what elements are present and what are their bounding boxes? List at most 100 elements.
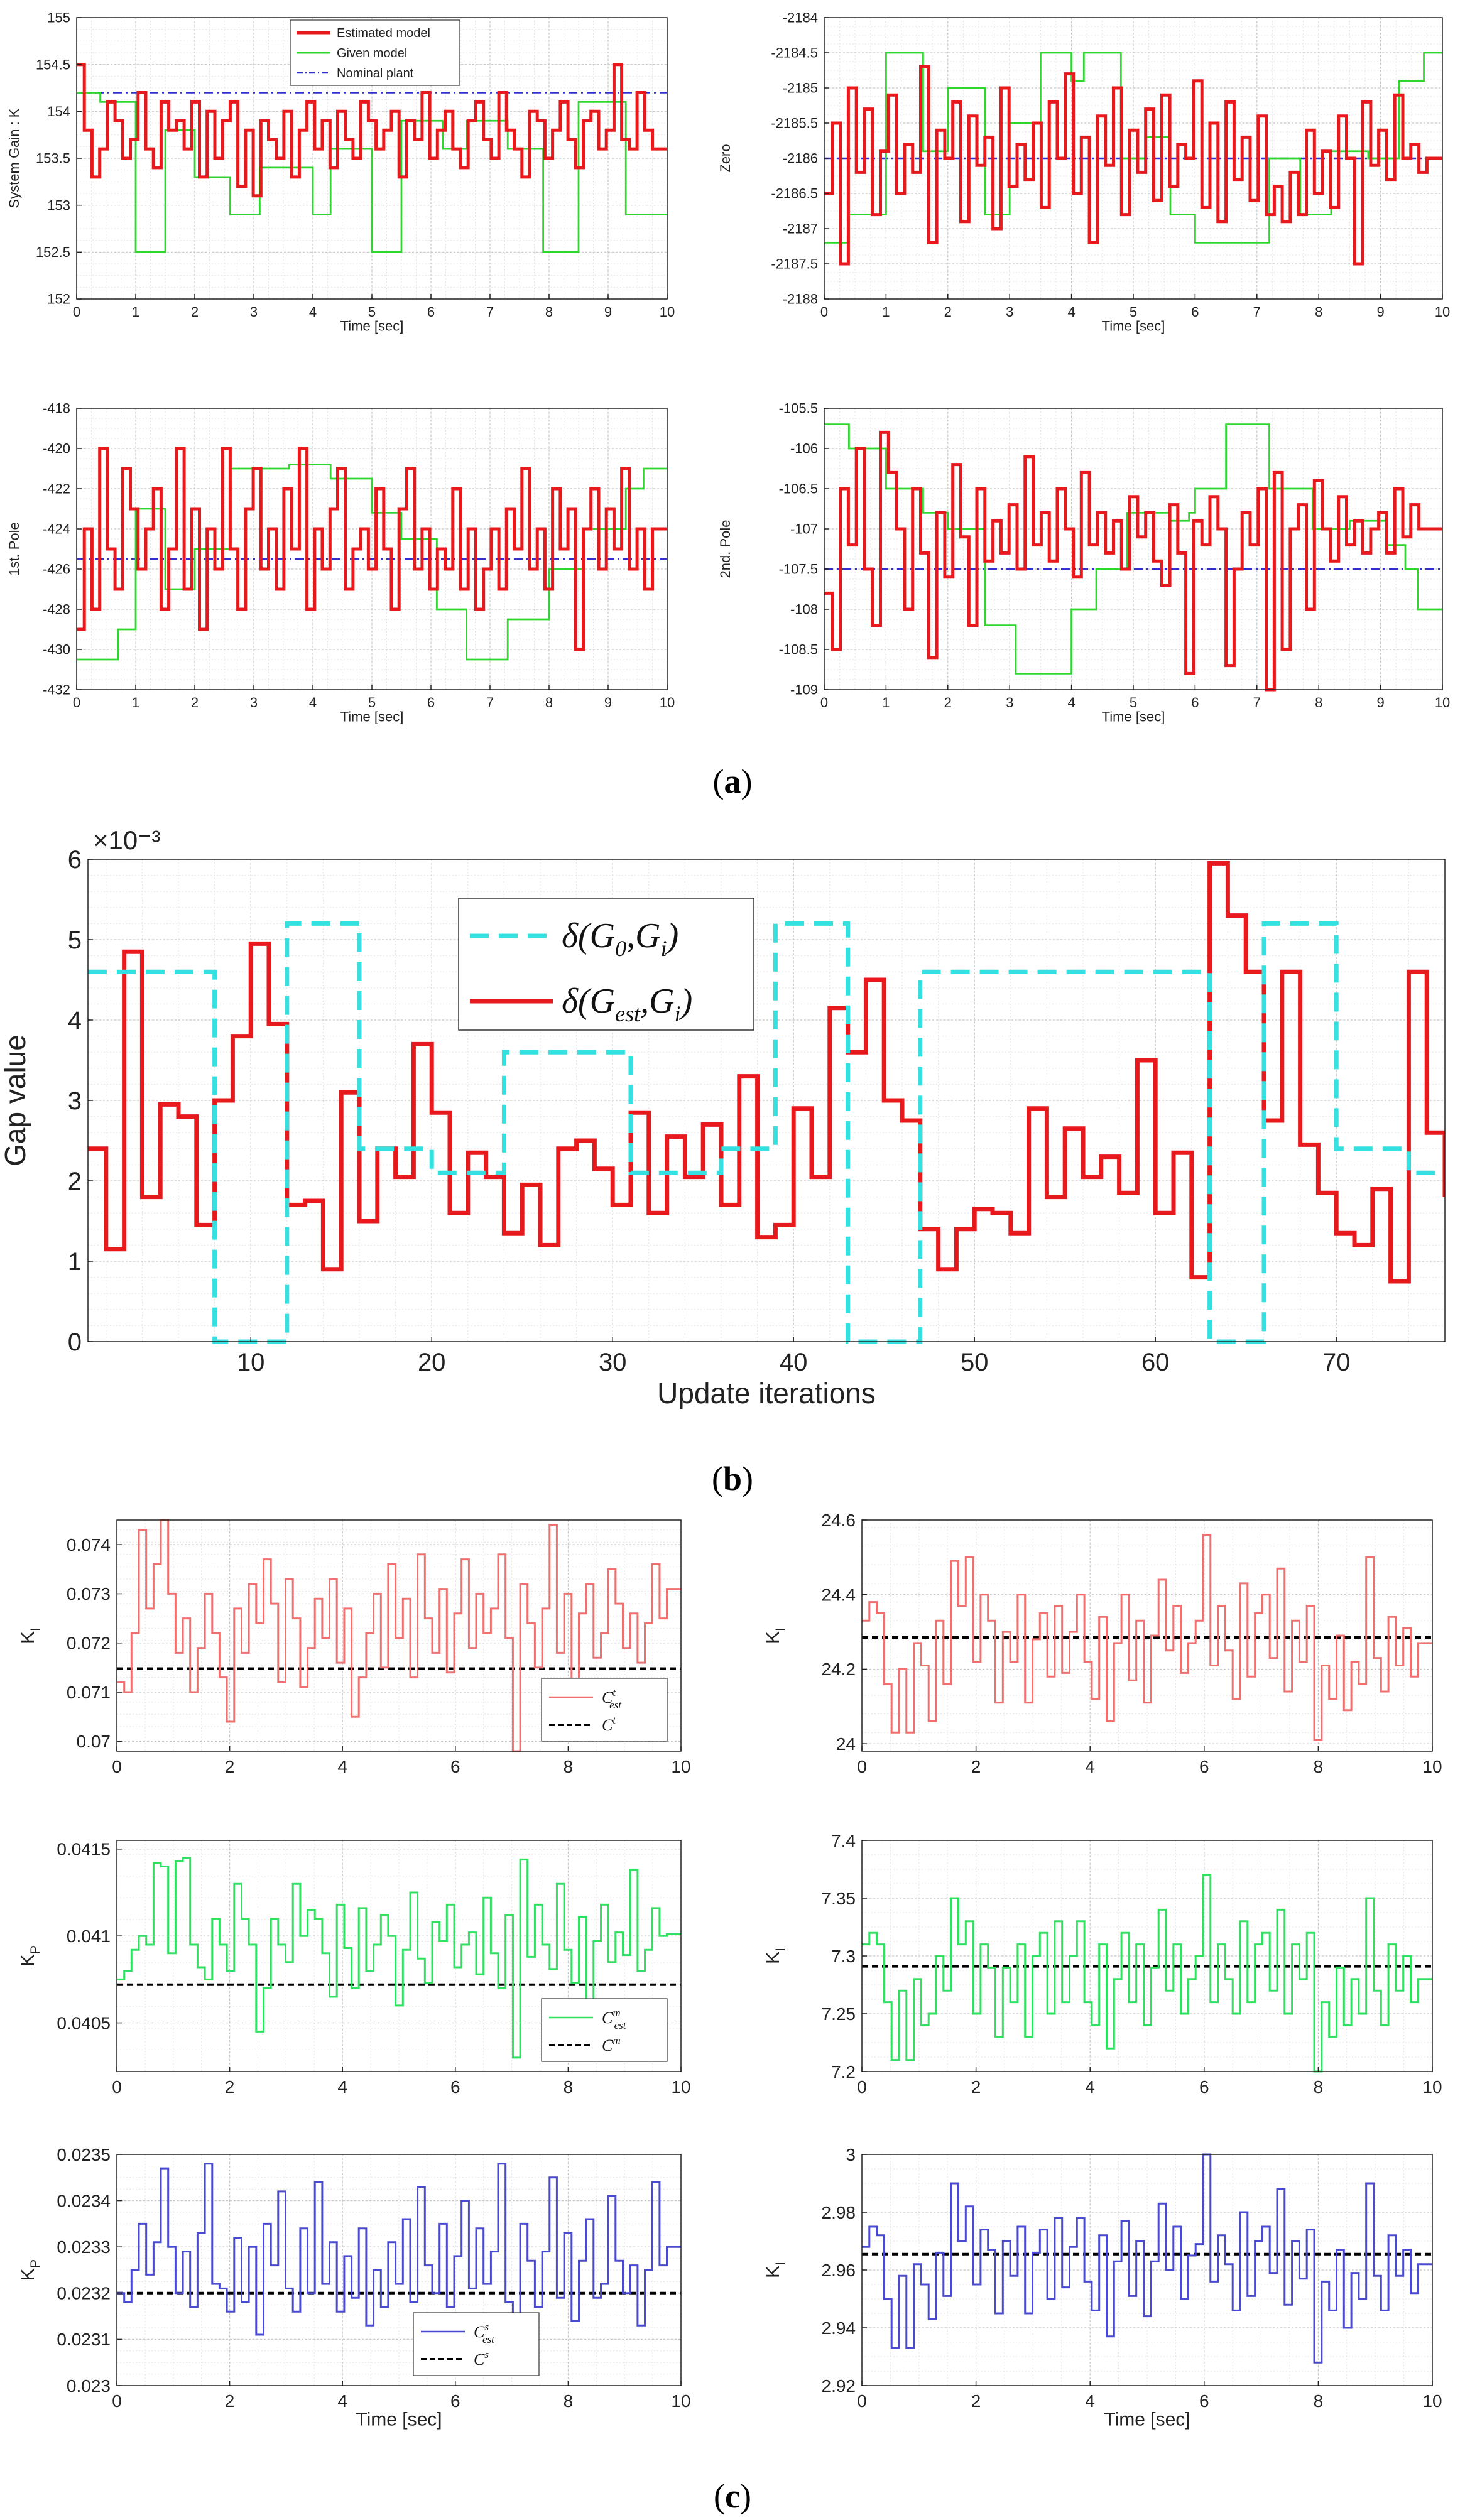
y-axis-label-main: Gap value bbox=[0, 1035, 31, 1166]
y-axis-label-main: K bbox=[763, 1952, 783, 1964]
x-tick-label: 6 bbox=[427, 695, 435, 710]
y-axis-label-main: K bbox=[18, 1954, 38, 1967]
series-group bbox=[117, 1519, 681, 1752]
x-tick-label: 0 bbox=[820, 695, 828, 710]
x-tick-label: 4 bbox=[337, 2391, 347, 2411]
y-tick-label: 154.5 bbox=[36, 57, 70, 72]
x-tick-label: 2 bbox=[225, 2077, 235, 2097]
x-tick-label: 10 bbox=[1422, 1757, 1442, 1776]
y-tick-label: -2188 bbox=[783, 291, 818, 307]
y-tick-label: 0.073 bbox=[67, 1584, 111, 1604]
legend-sup: s bbox=[484, 2321, 489, 2333]
y-tick-label: 153 bbox=[47, 197, 70, 213]
y-tick-label: -2184 bbox=[783, 10, 818, 26]
y-tick-label: -2185.5 bbox=[771, 116, 818, 131]
x-tick-label: 6 bbox=[1199, 1757, 1209, 1776]
x-tick-label: 0 bbox=[112, 2391, 122, 2411]
y-tick-label: -109 bbox=[790, 682, 818, 698]
y-tick-label: -424 bbox=[43, 521, 70, 537]
y-tick-label: -106.5 bbox=[779, 481, 818, 497]
y-tick-label: 3 bbox=[68, 1087, 82, 1115]
y-tick-label: -2187.5 bbox=[771, 256, 818, 272]
x-tick-label: 10 bbox=[237, 1349, 265, 1376]
panel-label-c: (c) bbox=[714, 2477, 751, 2515]
x-tick-label: 2 bbox=[944, 695, 952, 710]
x-tick-label: 9 bbox=[1376, 304, 1384, 320]
legend-sub: 0 bbox=[615, 936, 626, 961]
y-tick-label: 7.25 bbox=[822, 2004, 856, 2024]
y-axis-label: 1st. Pole bbox=[6, 522, 22, 576]
legend-main: δ(G bbox=[562, 982, 615, 1021]
x-tick-label: 50 bbox=[961, 1349, 989, 1376]
y-axis-label-main: K bbox=[18, 1631, 38, 1644]
y-tick-label: 7.3 bbox=[831, 1947, 856, 1966]
y-axis-label: KI bbox=[763, 1948, 788, 1964]
y-tick-label: -428 bbox=[43, 602, 70, 617]
y-tick-label: -420 bbox=[43, 441, 70, 457]
legend-sub: est bbox=[609, 1699, 622, 1711]
x-tick-label: 1 bbox=[882, 695, 890, 710]
ticks: 10 20 30 40 50 60 70 0 1 2 3 4 5 6 bbox=[68, 846, 1351, 1376]
x-axis-label: Time [sec] bbox=[340, 318, 404, 334]
chart-master-ki: 0 2 4 6 8 10 7.2 7.25 7.3 7.35 7.4 KI bbox=[763, 1831, 1442, 2097]
axes-frame bbox=[116, 1840, 682, 2072]
y-tick-label: 1 bbox=[68, 1248, 82, 1276]
x-tick-label: 4 bbox=[309, 695, 317, 710]
y-tick-label: 6 bbox=[68, 846, 82, 874]
x-tick-label: 2 bbox=[971, 2391, 981, 2411]
y-tick-label: 0.023 bbox=[67, 2376, 111, 2396]
x-tick-label: 6 bbox=[1199, 2391, 1209, 2411]
x-tick-label: 6 bbox=[1191, 695, 1199, 710]
x-tick-label: 10 bbox=[660, 304, 675, 320]
x-tick-label: 10 bbox=[671, 2391, 690, 2411]
x-tick-label: 1 bbox=[132, 304, 139, 320]
x-tick-label: 2 bbox=[191, 304, 199, 320]
y-tick-label: 7.2 bbox=[831, 2062, 856, 2082]
chart-zero: 0 1 2 3 4 5 6 7 8 9 10 -2188 -2187.5 -2187 -2186.5 -218… bbox=[717, 10, 1450, 334]
legend-box bbox=[458, 898, 754, 1031]
y-tick-label: 3 bbox=[846, 2145, 856, 2164]
x-tick-label: 4 bbox=[1085, 2077, 1095, 2097]
panel-label-a: (a) bbox=[713, 763, 753, 800]
y-axis-label: KP bbox=[18, 1945, 43, 1967]
x-tick-label: 0 bbox=[73, 695, 80, 710]
series-line-estimated-model bbox=[824, 65, 1442, 266]
y-tick-label: -2187 bbox=[783, 221, 818, 237]
x-axis-label: Time [sec] bbox=[340, 709, 404, 724]
legend-sup: m bbox=[613, 2034, 620, 2046]
y-axis-label: System Gain : K bbox=[6, 108, 22, 208]
legend: δ(G0,Gi)δ(Gest,Gi) bbox=[458, 898, 754, 1031]
x-tick-label: 4 bbox=[1067, 304, 1075, 320]
x-axis-label: Time [sec] bbox=[1102, 709, 1165, 724]
legend-sup: m bbox=[613, 2007, 620, 2019]
ticks: 0 2 4 6 8 10 0.07 0.071 0.072 0.073 0.074 bbox=[67, 1535, 691, 1776]
y-tick-label: 0.072 bbox=[67, 1634, 111, 1653]
y-tick-label: 152 bbox=[47, 291, 70, 307]
x-tick-label: 1 bbox=[132, 695, 139, 710]
x-tick-label: 70 bbox=[1322, 1349, 1351, 1376]
series-group bbox=[862, 1534, 1432, 1741]
y-axis-label-main: System Gain : K bbox=[6, 108, 22, 208]
x-tick-label: 2 bbox=[225, 1757, 235, 1776]
x-tick-label: 7 bbox=[486, 304, 494, 320]
legend-label: Cm est bbox=[602, 2007, 627, 2031]
y-axis-label: Zero bbox=[717, 144, 733, 172]
y-axis-label: KI bbox=[763, 2262, 788, 2278]
x-tick-label: 4 bbox=[1085, 2391, 1095, 2411]
x-tick-label: 20 bbox=[418, 1349, 446, 1376]
y-tick-label: 0.0235 bbox=[57, 2145, 111, 2164]
y-axis-exponent: ×10⁻³ bbox=[93, 825, 160, 855]
y-tick-label: 154 bbox=[47, 104, 70, 119]
x-tick-label: 10 bbox=[1435, 695, 1450, 710]
chart-slave-kp: 0 2 4 6 8 10 0.023 0.0231 0.0232 0.0233 0.0234 0.02… bbox=[18, 2145, 691, 2430]
x-tick-label: 0 bbox=[857, 2391, 867, 2411]
legend-sub: est bbox=[482, 2333, 495, 2345]
y-tick-label: -418 bbox=[43, 401, 70, 416]
series-line-c- bbox=[862, 2153, 1432, 2364]
y-tick-label: -108.5 bbox=[779, 642, 818, 658]
ticks: 0 2 4 6 8 10 2.92 2.94 2.96 2.98 3 bbox=[822, 2145, 1442, 2411]
legend: Estimated model Given model Nominal plant bbox=[290, 19, 460, 86]
legend-label: Cs est bbox=[474, 2321, 495, 2345]
